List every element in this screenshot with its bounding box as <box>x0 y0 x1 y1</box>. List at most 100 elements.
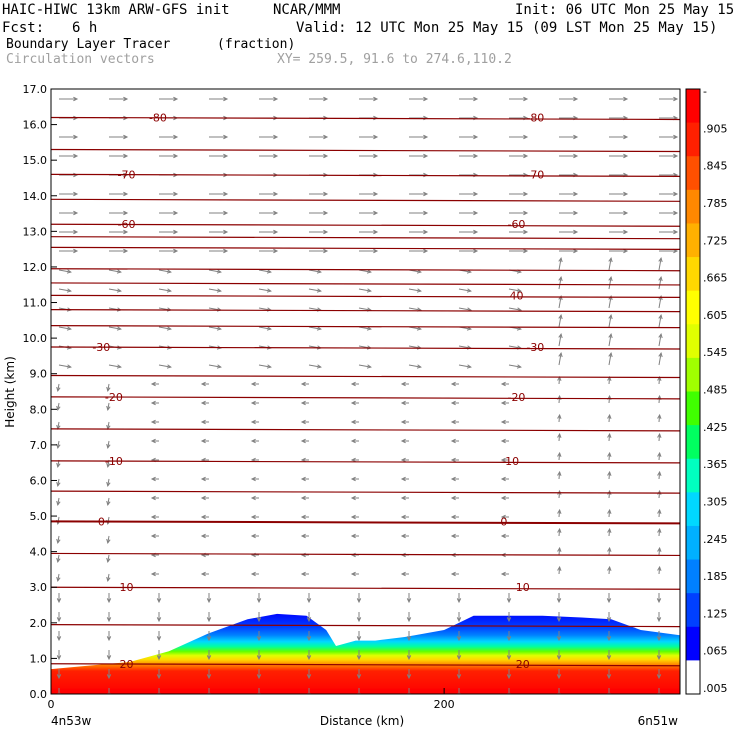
vector-arrow-head <box>473 191 479 197</box>
colorbar-label: .125 <box>703 607 728 620</box>
vector-arrow-head <box>608 352 613 358</box>
contour-line <box>51 325 680 329</box>
vector-arrow-head <box>558 352 563 358</box>
vector-arrow-head <box>73 153 79 159</box>
vector-arrow-head <box>656 636 662 642</box>
vector-arrow-head <box>300 495 306 501</box>
vector-arrow-head <box>56 617 62 623</box>
vector-arrow-head <box>106 598 112 604</box>
contour-label: 20 <box>119 658 133 671</box>
vector-arrow <box>558 471 561 480</box>
vector-arrow-head <box>256 598 262 604</box>
fcst-label: Fcst: <box>2 20 45 36</box>
vector-arrow <box>308 288 321 292</box>
contour-line <box>51 198 680 202</box>
vector-arrow-head <box>316 364 322 369</box>
vector-arrow-head <box>607 546 612 552</box>
vector-arrow-head <box>607 565 612 571</box>
vector-arrow-head <box>406 655 412 661</box>
vector-arrow-head <box>216 326 222 331</box>
vector-arrow-head <box>623 134 629 140</box>
vector-arrow-head <box>200 571 206 577</box>
vector-arrow <box>107 535 110 543</box>
vector-arrow <box>658 528 661 537</box>
vector-arrow <box>558 334 562 347</box>
vector-arrow-head <box>173 229 179 235</box>
vector-arrow-head <box>306 674 312 680</box>
colorbar-label: .305 <box>703 495 728 508</box>
vector-arrow-head <box>300 438 306 444</box>
vector-arrow-head <box>658 314 663 320</box>
vector-arrow-head <box>450 438 456 444</box>
vector-arrow-head <box>473 229 479 235</box>
vector-arrow <box>508 345 521 349</box>
vector-arrow <box>108 288 121 292</box>
contour-line <box>51 586 680 590</box>
vector-arrow-head <box>373 210 379 216</box>
contour-label: -70 <box>526 168 544 181</box>
vector-arrow-head <box>300 514 306 520</box>
vector-arrow-head <box>66 288 72 293</box>
vector-arrow-head <box>206 636 212 642</box>
vector-arrow-head <box>350 419 356 425</box>
vector-arrow <box>107 516 110 524</box>
contour-label: -60 <box>507 218 525 231</box>
y-tick-label: 3.0 <box>30 581 48 594</box>
vector-arrow <box>658 509 661 518</box>
vector-arrow-head <box>606 598 612 604</box>
vector-arrow-head <box>356 617 362 623</box>
vector-arrow-head <box>300 533 306 539</box>
vector-arrow-head <box>416 326 422 331</box>
vector-arrow-head <box>558 333 563 339</box>
y-tick-label: 6.0 <box>30 474 48 487</box>
fcst-value: 6 h <box>72 20 98 36</box>
vector-arrow-head <box>607 470 612 476</box>
vector-arrow-head <box>607 413 612 419</box>
vector-arrow-head <box>106 443 111 450</box>
vector-arrow-head <box>106 405 111 412</box>
tracer-field <box>51 613 680 694</box>
vector-arrow-head <box>206 655 212 661</box>
vector-arrow-head <box>406 598 412 604</box>
vector-arrow-head <box>123 153 129 159</box>
vector-arrow <box>558 547 561 556</box>
vector-arrow-head <box>373 191 379 197</box>
vector-arrow-head <box>106 500 111 507</box>
vector-arrow-head <box>608 276 613 282</box>
vector-arrow <box>57 421 60 429</box>
vector-arrow-head <box>250 571 256 577</box>
vector-arrow-head <box>56 576 61 583</box>
y-axis-title: Height (km) <box>3 356 17 427</box>
tracer-surface <box>51 688 680 694</box>
y-tick-label: 10.0 <box>23 332 48 345</box>
vector-arrow-head <box>523 96 529 102</box>
vector-arrow-head <box>166 345 172 350</box>
vector-arrow <box>308 364 321 368</box>
vector-arrow-head <box>450 476 456 482</box>
colorbar-label: .065 <box>703 645 728 658</box>
vector-arrow-head <box>323 248 329 254</box>
vector-arrow <box>57 554 60 562</box>
vector-arrow-head <box>473 96 479 102</box>
vector-arrow-head <box>450 514 456 520</box>
vector-arrow <box>107 421 110 429</box>
vector-arrow-head <box>556 598 562 604</box>
y-tick-label: 1.0 <box>30 652 48 665</box>
tracer-area <box>51 613 680 694</box>
vector-arrow <box>658 471 661 480</box>
vector-arrow-head <box>556 674 562 680</box>
vector-arrow-head <box>200 438 206 444</box>
vector-arrow-head <box>156 655 162 661</box>
vector-arrow-head <box>250 419 256 425</box>
vector-arrow-head <box>123 210 129 216</box>
vector-arrow-head <box>423 229 429 235</box>
vector-arrow <box>258 307 271 311</box>
vector-arrow <box>558 353 562 366</box>
vector-arrow-head <box>306 655 312 661</box>
vector-arrow-head <box>500 495 506 501</box>
vector-arrow-head <box>266 326 272 331</box>
vector-arrow-head <box>506 636 512 642</box>
vector-arrow-head <box>216 288 222 293</box>
colorbar-swatch <box>686 257 700 292</box>
vector-arrow-head <box>500 400 506 406</box>
